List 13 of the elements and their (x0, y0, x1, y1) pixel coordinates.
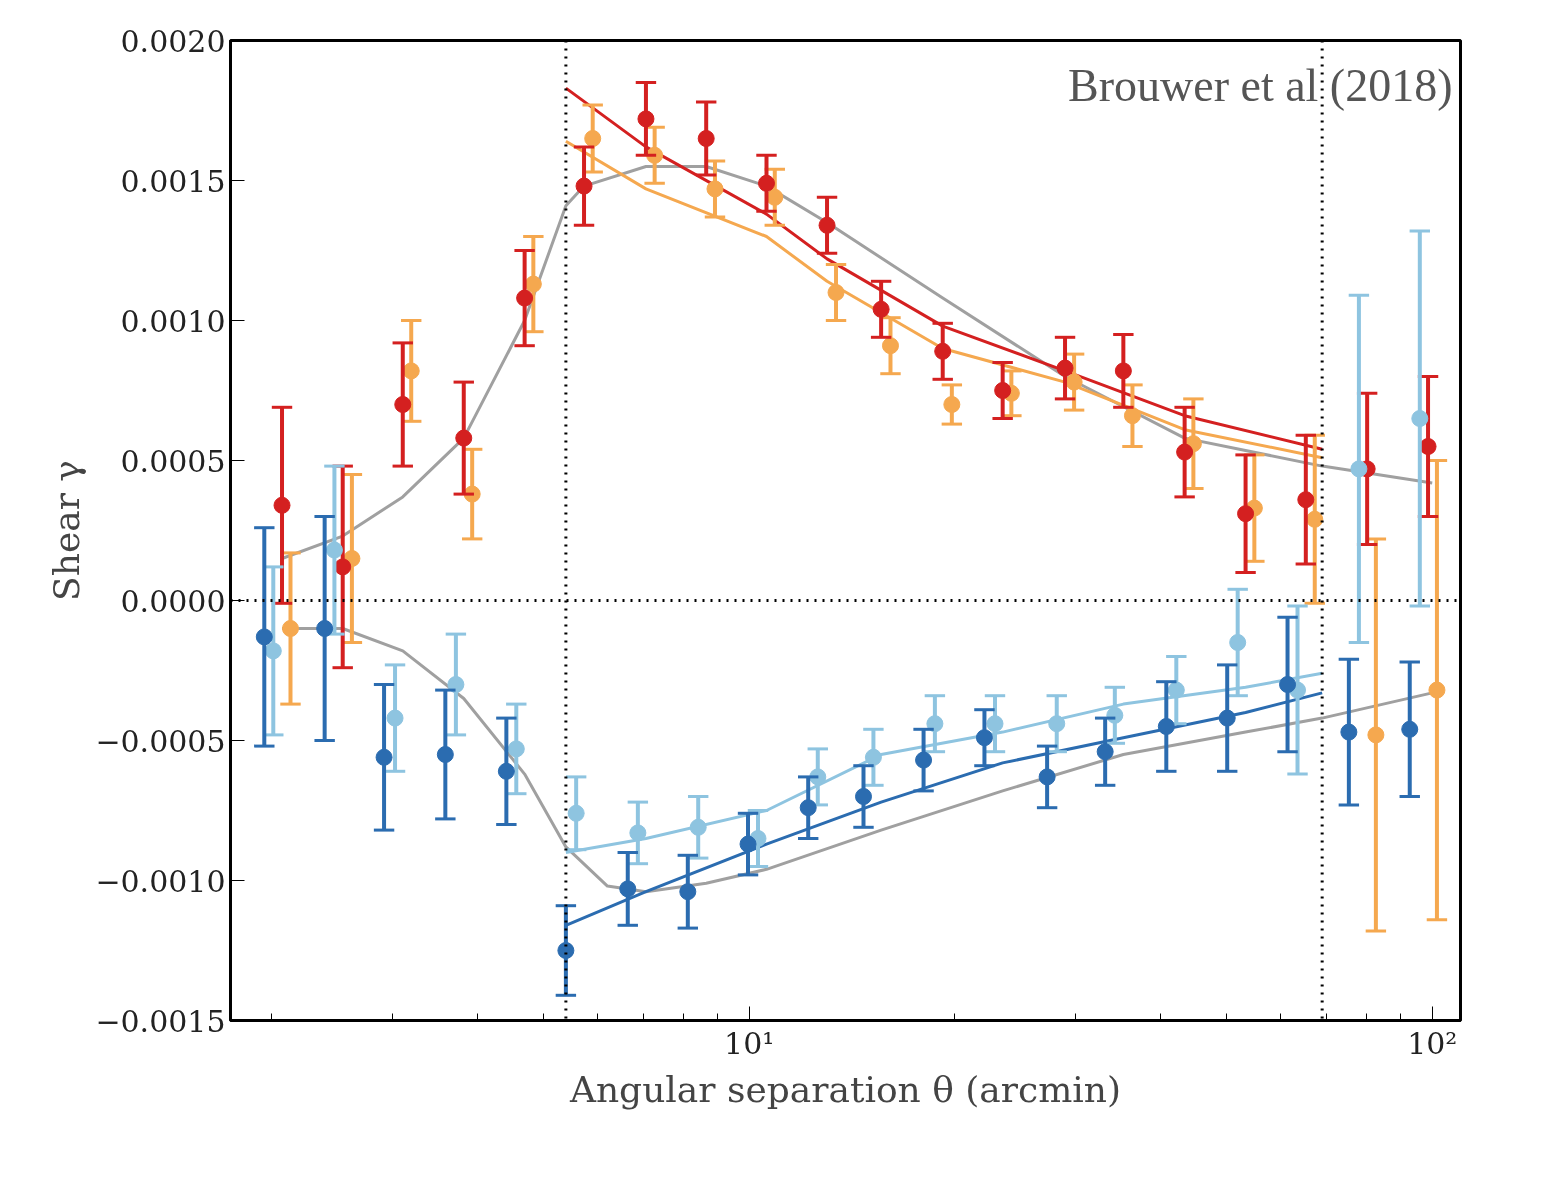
x-axis-title: Angular separation θ (arcmin) (568, 1068, 1122, 1110)
y-tick-label: 0.0000 (120, 583, 226, 619)
y-tick-label: −0.0015 (95, 1003, 226, 1039)
y-tick-label: 0.0015 (120, 163, 226, 199)
y-tick-label: 0.0005 (120, 443, 226, 479)
x-tick-label: 10² (1407, 1025, 1458, 1061)
x-tick-label: 10¹ (724, 1025, 775, 1061)
y-tick-label: 0.0010 (120, 303, 226, 339)
annotation: Brouwer et al (2018) (1068, 59, 1453, 111)
y-tick-label: −0.0010 (95, 863, 226, 899)
y-tick-label: −0.0005 (95, 723, 226, 759)
y-tick-label: 0.0020 (120, 23, 226, 59)
y-axis-title: Shear γ (46, 460, 88, 601)
